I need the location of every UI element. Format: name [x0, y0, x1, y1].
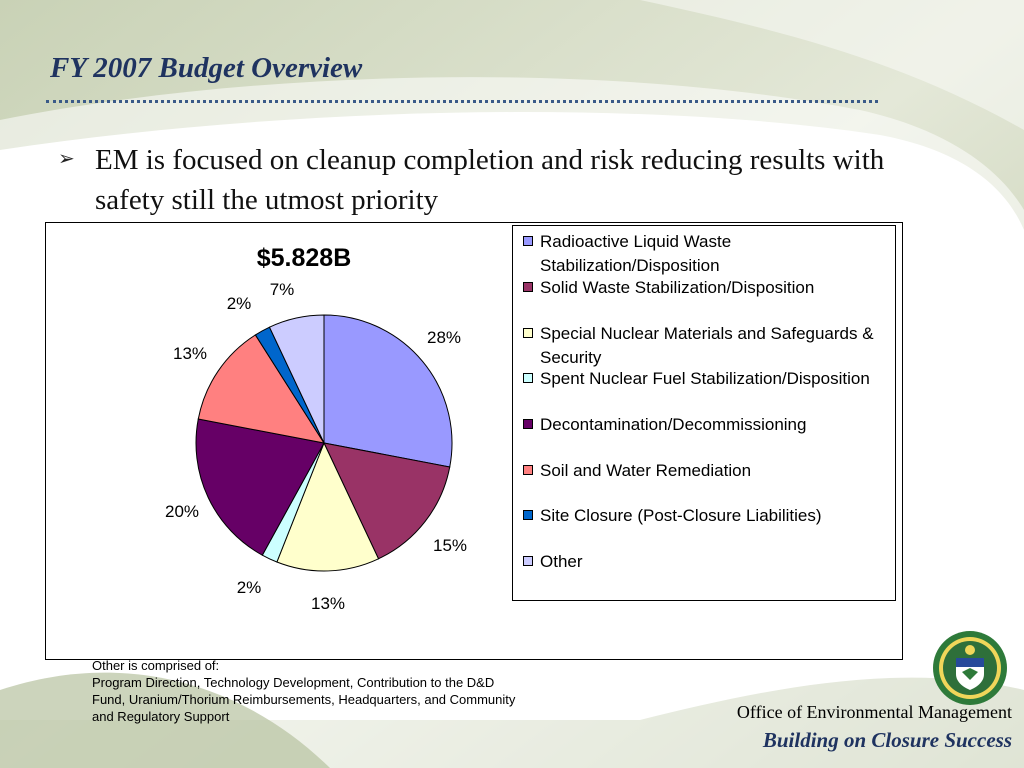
slice-percent-label: 15%	[433, 536, 467, 555]
pie-slice	[268, 314, 325, 444]
slice-percent-label: 13%	[173, 344, 207, 363]
tagline: Building on Closure Success	[762, 728, 1012, 752]
legend-swatch	[523, 328, 533, 338]
bullet-text: EM is focused on cleanup completion and …	[95, 144, 885, 216]
legend-label: Radioactive Liquid Waste Stabilization/D…	[540, 232, 732, 275]
legend-swatch	[523, 373, 533, 383]
chart-title: $5.828B	[257, 244, 352, 272]
title-divider	[46, 100, 878, 103]
pie-slice	[195, 418, 325, 556]
legend-label: Solid Waste Stabilization/Disposition	[540, 278, 815, 297]
footnote-line: Program Direction, Technology Developmen…	[92, 675, 495, 690]
slice-percent-label: 2%	[227, 294, 252, 313]
pie-slice	[197, 334, 326, 444]
legend-swatch	[523, 282, 533, 292]
slice-percent-label: 7%	[270, 280, 295, 299]
slide-title: FY 2007 Budget Overview	[50, 52, 363, 84]
chart-legend: Radioactive Liquid Waste Stabilization/D…	[512, 225, 896, 601]
slice-percent-label: 2%	[237, 578, 262, 597]
slice-percent-label: 28%	[427, 328, 461, 347]
legend-label: Decontamination/Decommissioning	[540, 415, 807, 434]
footnote-line: Other is comprised of:	[92, 658, 220, 673]
legend-label: Spent Nuclear Fuel Stabilization/Disposi…	[540, 369, 870, 388]
legend-swatch	[523, 236, 533, 246]
pie-slice	[323, 314, 453, 468]
footnote: Other is comprised of: Program Direction,…	[92, 657, 572, 725]
legend-swatch	[523, 465, 533, 475]
arrow-bullet-icon: ➢	[58, 146, 75, 170]
slice-percent-label: 20%	[165, 502, 199, 521]
legend-label: Site Closure (Post-Closure Liabilities)	[540, 506, 822, 525]
legend-swatch	[523, 556, 533, 566]
slice-percent-label: 13%	[311, 594, 345, 613]
pie-slice	[276, 441, 380, 572]
pie-chart-panel: $5.828B 28% 15% 13% 2% 20% 13% 2% 7% Radioactiv…	[45, 222, 903, 660]
legend-swatch	[523, 419, 533, 429]
footnote-line: and Regulatory Support	[92, 709, 230, 724]
legend-swatch	[523, 510, 533, 520]
legend-label: Special Nuclear Materials and Safeguards…	[540, 324, 874, 367]
pie-chart: $5.828B 28% 15% 13% 2% 20% 13% 2% 7%	[165, 244, 467, 613]
doe-seal-logo	[933, 631, 1007, 705]
legend-label: Other	[540, 552, 583, 571]
office-name: Office of Environmental Management	[736, 702, 1012, 722]
legend-label: Soil and Water Remediation	[540, 461, 752, 480]
pie-slice	[323, 442, 451, 560]
footnote-line: Fund, Uranium/Thorium Reimbursements, He…	[92, 692, 516, 707]
